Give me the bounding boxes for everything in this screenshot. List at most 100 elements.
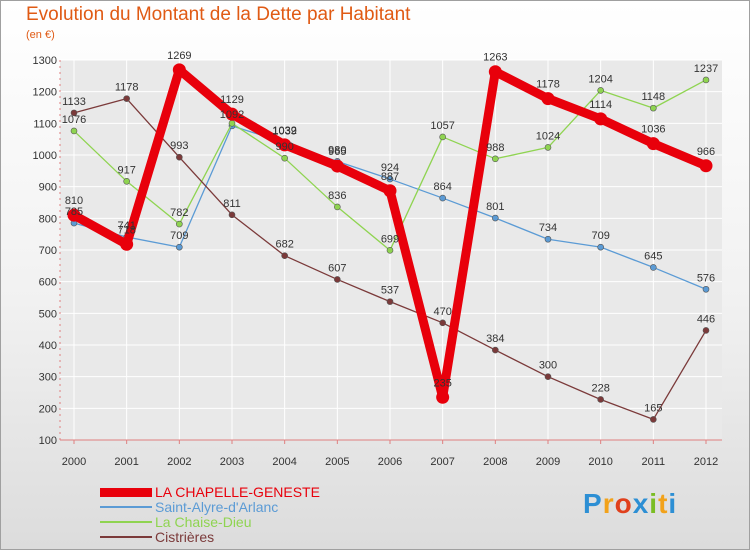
data-point — [597, 243, 604, 251]
data-label: 993 — [170, 140, 188, 152]
chart-title: Evolution du Montant de la Dette par Hab… — [26, 4, 411, 25]
data-label: 537 — [381, 285, 399, 297]
data-label: 917 — [117, 164, 135, 176]
data-label: 607 — [328, 262, 346, 274]
data-label: 1269 — [167, 50, 191, 62]
data-point — [702, 285, 710, 293]
x-tick-label: 2011 — [642, 456, 666, 468]
data-point — [699, 159, 713, 173]
y-tick-label: 1300 — [33, 55, 57, 67]
data-point — [544, 144, 552, 151]
x-tick-label: 2008 — [483, 456, 507, 468]
data-point — [646, 137, 660, 151]
data-point — [702, 327, 710, 334]
data-point — [597, 87, 604, 94]
chart-unit-subtitle: (en €) — [26, 29, 55, 41]
data-label: 1036 — [641, 124, 665, 136]
line-chart: 100 200 300 400 500 600 700 800 900 1000 1100 1200 1… — [33, 50, 722, 468]
logo-letter: P — [583, 488, 603, 519]
data-label: 235 — [433, 377, 451, 389]
data-point — [334, 276, 341, 283]
legend-swatch — [100, 506, 152, 508]
x-tick-label: 2009 — [536, 456, 560, 468]
data-label: 1237 — [694, 63, 718, 75]
y-tick-label: 400 — [39, 340, 57, 352]
data-point — [172, 63, 186, 77]
data-label: 709 — [591, 230, 609, 242]
legend-label: LA CHAPELLE-GENESTE — [155, 484, 320, 500]
data-point — [488, 65, 502, 79]
data-label: 965 — [328, 146, 346, 158]
data-point — [492, 155, 499, 163]
logo-letter: i — [668, 488, 678, 519]
data-label: 836 — [328, 190, 346, 202]
data-label: 924 — [381, 162, 399, 174]
data-point — [176, 220, 183, 228]
data-label: 718 — [117, 224, 135, 236]
logo-letter: x — [632, 488, 650, 519]
legend-item: Saint-Alyre-d'Arlanc — [100, 500, 420, 515]
data-label: 782 — [170, 207, 188, 219]
x-tick-label: 2005 — [325, 456, 349, 468]
data-label: 645 — [644, 250, 662, 262]
data-point — [123, 177, 130, 185]
y-tick-label: 600 — [39, 277, 57, 289]
data-label: 990 — [275, 141, 293, 153]
x-tick-label: 2004 — [272, 456, 296, 468]
data-point — [436, 390, 450, 404]
legend-label: Saint-Alyre-d'Arlanc — [155, 499, 279, 515]
data-label: 1204 — [588, 73, 612, 85]
data-label: 1057 — [430, 120, 454, 132]
data-label: 1178 — [115, 82, 139, 94]
x-tick-label: 2002 — [167, 456, 191, 468]
data-label: 785 — [65, 206, 83, 218]
legend-label: La Chaise-Dieu — [155, 514, 252, 530]
data-label: 300 — [539, 360, 557, 372]
x-tick-label: 2000 — [62, 456, 86, 468]
data-point — [386, 247, 394, 254]
data-label: 864 — [433, 181, 451, 193]
data-label: 709 — [170, 230, 188, 242]
data-label: 1129 — [220, 94, 244, 106]
data-point — [70, 127, 78, 135]
data-point — [492, 214, 499, 222]
data-point — [281, 252, 288, 259]
data-point — [544, 373, 552, 380]
data-point — [225, 107, 239, 121]
y-tick-label: 900 — [39, 182, 57, 194]
data-label: 801 — [486, 201, 504, 213]
data-point — [386, 175, 394, 183]
data-label: 699 — [381, 233, 399, 245]
data-label: 384 — [486, 333, 504, 345]
data-point — [594, 112, 608, 126]
data-point — [650, 264, 657, 271]
data-label: 1148 — [642, 91, 666, 103]
legend-item: Cistrières — [100, 530, 420, 545]
legend-item: LA CHAPELLE-GENESTE — [100, 485, 420, 500]
data-label: 682 — [275, 239, 293, 251]
data-point — [439, 133, 446, 141]
data-label: 966 — [697, 146, 715, 158]
y-tick-label: 800 — [39, 213, 57, 225]
data-point — [120, 237, 134, 251]
data-point — [281, 154, 288, 162]
y-tick-label: 1200 — [33, 87, 57, 99]
chart-legend: LA CHAPELLE-GENESTE Saint-Alyre-d'Arlanc L… — [100, 485, 420, 545]
data-label: 811 — [223, 198, 241, 210]
data-label: 1178 — [536, 79, 560, 91]
data-point — [70, 109, 78, 117]
data-label: 446 — [697, 313, 715, 325]
logo-letter: r — [602, 488, 615, 519]
data-label: 980 — [328, 144, 346, 156]
data-label: 1039 — [272, 126, 296, 138]
data-label: 165 — [644, 402, 662, 414]
legend-label: Cistrières — [155, 529, 215, 545]
x-tick-label: 2006 — [378, 456, 402, 468]
data-point — [386, 298, 394, 305]
data-label: 887 — [381, 171, 399, 183]
data-point — [492, 346, 499, 354]
data-point — [334, 203, 341, 211]
data-label: 741 — [117, 220, 135, 232]
y-tick-label: 1000 — [33, 150, 57, 162]
y-tick-label: 500 — [39, 308, 57, 320]
